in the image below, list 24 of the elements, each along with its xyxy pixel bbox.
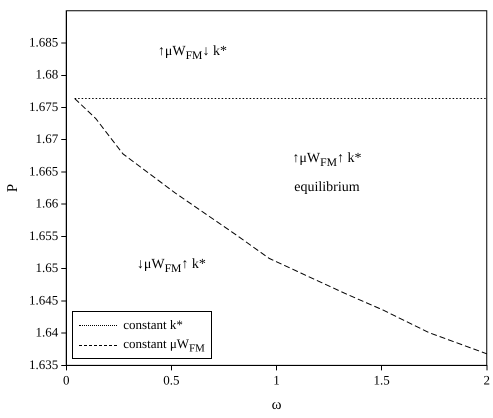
y-tick-label: 1.635 bbox=[29, 356, 58, 372]
y-tick-label: 1.685 bbox=[29, 34, 58, 50]
x-tick-label: 0.5 bbox=[163, 372, 180, 388]
x-tick-label: 2 bbox=[484, 372, 490, 388]
x-tick-label: 1.5 bbox=[374, 372, 390, 388]
y-tick-label: 1.665 bbox=[29, 163, 58, 178]
y-tick-label: 1.67 bbox=[36, 131, 59, 146]
legend-label: constant k* bbox=[123, 317, 183, 334]
annotation: ↑μW$_{FM}$↓ k* bbox=[158, 44, 227, 62]
x-tick-label: 1 bbox=[273, 372, 280, 388]
y-tick-label: 1.65 bbox=[36, 260, 58, 276]
annotation: equilibrium bbox=[294, 180, 360, 196]
y-tick-label: 1.66 bbox=[36, 196, 59, 211]
x-axis-title: ω bbox=[272, 396, 282, 413]
y-tick-label: 1.64 bbox=[36, 324, 59, 340]
y-tick-label: 1.675 bbox=[29, 98, 58, 114]
y-tick-label: 1.655 bbox=[29, 228, 58, 243]
y-tick-label: 1.68 bbox=[36, 66, 58, 82]
y-axis-title: P bbox=[4, 184, 21, 192]
legend-label: constant μW$_{FM}$ bbox=[123, 336, 205, 355]
x-tick-label: 0 bbox=[63, 372, 70, 388]
annotation: ↑μW$_{FM}$↑ k* bbox=[292, 150, 362, 169]
annotation: ↓μW$_{FM}$↑ k* bbox=[136, 257, 206, 276]
y-tick-label: 1.645 bbox=[29, 292, 58, 308]
